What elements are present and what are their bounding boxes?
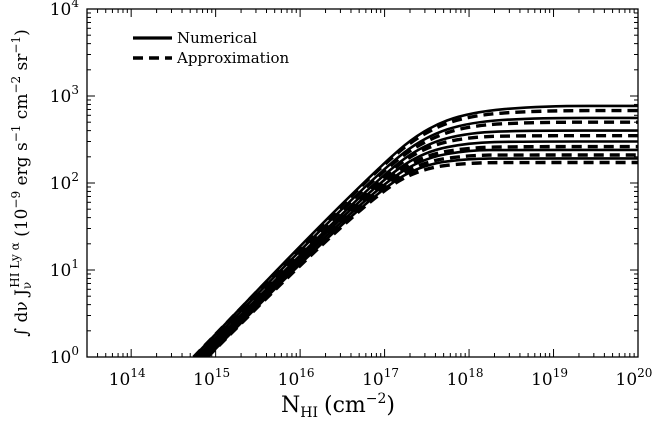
x-tick-label-exp: 20 [637,366,652,380]
y-tick-label-2: 102 [50,170,79,194]
x-tick-label-exp: 14 [130,366,146,380]
x-tick-label-exp: 18 [468,366,483,380]
x-tick-label-0: 1014 [109,366,146,390]
series-line-approximation-7 [201,144,638,357]
y-tick-label-1: 101 [50,257,79,281]
x-axis-title-unit: (cm [324,393,366,418]
y-axis-title-units-d: sr [12,53,32,76]
y-axis-title-units-e: ) [12,29,32,36]
y-axis-title-sup: HI Ly α [8,242,22,287]
x-tick-label-exp: 16 [299,366,314,380]
x-tick-label-base: 10 [447,370,469,390]
legend-label-numerical: Numerical [177,29,257,47]
y-tick-label-exp: 2 [71,170,79,184]
y-tick-label-3: 103 [50,83,79,107]
x-tick-label-5: 1019 [531,366,568,390]
series-line-approximation-11 [206,160,638,357]
x-tick-label-6: 1020 [616,366,653,390]
series-layer [192,104,638,357]
y-axis-title-units-b: erg s [12,142,32,191]
x-axis-title-unit-exp: −2 [366,391,387,407]
series-line-approximation-9 [203,153,638,357]
x-axis-title-sub: HI [300,405,318,421]
x-tick-label-base: 10 [616,370,638,390]
y-tick-label-0: 100 [50,344,79,368]
x-tick-label-2: 1016 [278,366,315,390]
y-tick-label-exp: 1 [71,257,79,271]
y-axis-title-sub: ν [20,282,34,289]
y-tick-label-exp: 3 [71,83,79,97]
y-tick-label-base: 10 [50,174,72,194]
y-tick-label-exp: 0 [71,344,79,358]
y-axis-title-units-c: cm [12,94,32,125]
x-tick-label-base: 10 [362,370,384,390]
y-tick-label-base: 10 [50,0,72,20]
x-tick-label-base: 10 [278,370,300,390]
legend-label-approximation: Approximation [176,49,290,67]
y-axis-title-integral: ∫ dν J [12,289,32,337]
y-axis-title-units-d-exp: −1 [9,36,23,54]
plot-frame [86,8,639,358]
y-axis-title-units-a: (10 [12,209,32,243]
y-axis-title-units-c-exp: −2 [9,76,23,94]
x-tick-label-exp: 17 [384,366,399,380]
series-line-approximation-5 [198,134,638,357]
y-tick-label-4: 104 [50,0,80,20]
x-tick-label-base: 10 [193,370,215,390]
x-axis-title-base: N [281,393,300,418]
y-tick-label-base: 10 [50,261,72,281]
x-axis-title: NHI (cm−2) [281,391,395,421]
y-tick-label-base: 10 [50,87,72,107]
y-tick-label-exp: 4 [71,0,79,10]
series-line-approximation-1 [192,108,638,357]
x-tick-label-1: 1015 [193,366,230,390]
x-axis-title-close: ) [386,393,395,418]
x-tick-label-4: 1018 [447,366,484,390]
x-tick-labels: 1014 1015 1016 1017 1018 1019 1020 [109,366,653,390]
series-line-numerical-2 [195,116,638,357]
y-axis-title-units-b-exp: −1 [9,125,23,143]
y-axis-title: ∫ dν JνHI Ly α (10−9 erg s−1 cm−2 sr−1) [8,29,34,337]
legend: Numerical Approximation [133,29,290,67]
x-tick-label-exp: 15 [215,366,230,380]
x-tick-label-exp: 19 [553,366,568,380]
x-tick-label-base: 10 [531,370,553,390]
y-axis-title-units-a-exp: −9 [9,191,23,209]
x-tick-label-base: 10 [109,370,131,390]
x-tick-label-3: 1017 [362,366,399,390]
y-tick-label-base: 10 [50,348,72,368]
